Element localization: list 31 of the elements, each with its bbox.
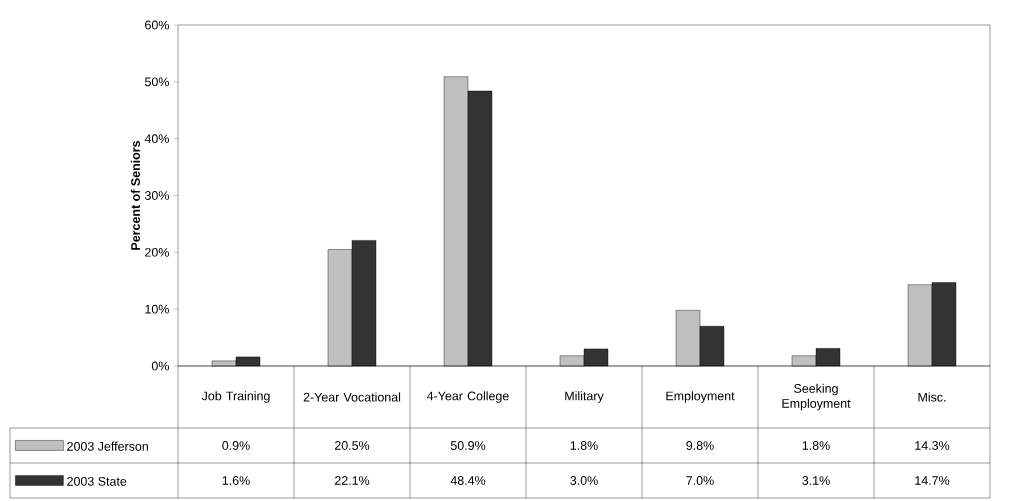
data-label: 14.7% xyxy=(915,476,950,485)
y-tick-label: 50% xyxy=(144,77,169,87)
data-label: 1.8% xyxy=(570,441,598,450)
x-tick-label: Military xyxy=(565,391,604,403)
y-tick-label: 60% xyxy=(145,20,169,30)
data-label: 48.4% xyxy=(450,476,486,485)
data-label: 1.8% xyxy=(802,441,830,450)
data-label: 9.8% xyxy=(686,441,714,450)
data-label: 20.5% xyxy=(334,441,370,450)
y-tick-label: 10% xyxy=(145,304,169,314)
y-tick-label: 20% xyxy=(145,247,169,257)
data-label: 0.9% xyxy=(222,441,250,450)
legend-label: 2003 State xyxy=(67,476,127,486)
data-label: 7.0% xyxy=(686,476,714,485)
y-tick-label: 30% xyxy=(144,191,169,200)
y-tick-label: 40% xyxy=(144,134,169,144)
data-label: 1.6% xyxy=(222,476,250,485)
x-tick-label: Employment xyxy=(666,391,735,403)
data-label: 3.1% xyxy=(802,476,830,485)
x-tick-label: Misc. xyxy=(918,392,946,402)
data-label: 14.3% xyxy=(915,441,950,450)
legend-label: 2003 Jefferson xyxy=(67,441,148,451)
data-label: 22.1% xyxy=(334,476,370,485)
data-label: 3.0% xyxy=(570,476,598,485)
y-tick-label: 0% xyxy=(151,361,169,371)
x-tick-label: Seeking Employment xyxy=(782,383,851,411)
data-label: 50.9% xyxy=(450,441,486,450)
x-tick-label: Job Training xyxy=(201,391,270,403)
x-tick-label: 2-Year Vocational xyxy=(303,392,401,402)
y-axis-title: Percent of Seniors xyxy=(130,141,140,250)
x-tick-label: 4-Year College xyxy=(426,391,509,403)
